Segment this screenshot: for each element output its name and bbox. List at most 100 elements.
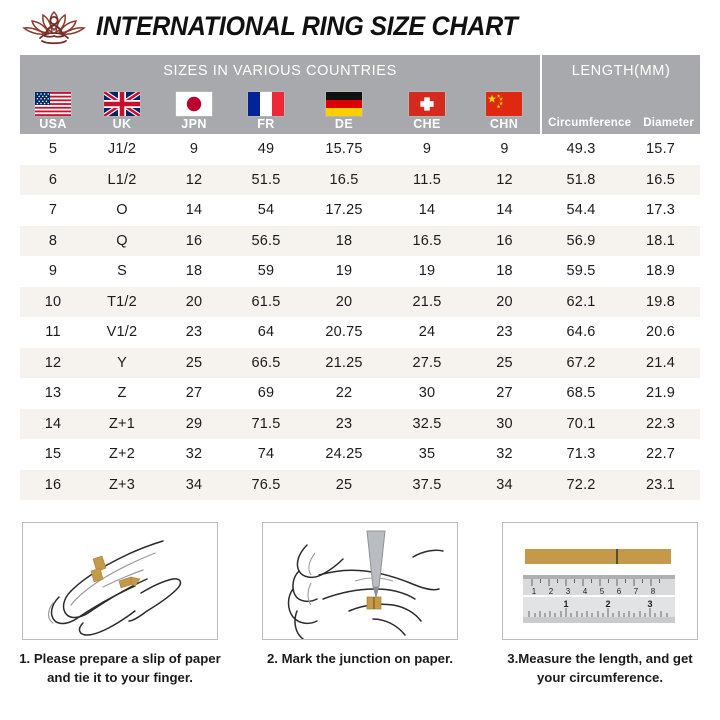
table-cell: 18.1 xyxy=(621,225,701,256)
table-cell: 18 xyxy=(302,225,386,256)
table-cell: 5 xyxy=(20,134,86,165)
table-cell: 25 xyxy=(302,469,386,500)
table-cell: 23 xyxy=(302,408,386,439)
flag-france-icon xyxy=(248,91,284,116)
table-cell: 70.1 xyxy=(541,408,622,439)
table-cell: 56.5 xyxy=(230,225,302,256)
table-cell: 32 xyxy=(158,439,230,470)
table-cell: 74 xyxy=(230,439,302,470)
instruction-steps: 1. Please prepare a slip of paper and ti… xyxy=(0,522,720,720)
table-cell: 9 xyxy=(386,134,468,165)
table-row: 9 S 18 59 19 19 18 59.5 18.9 xyxy=(20,256,701,287)
svg-text:6: 6 xyxy=(617,587,622,596)
table-cell: 72.2 xyxy=(541,469,622,500)
table-cell: 37.5 xyxy=(386,469,468,500)
table-cell: J1/2 xyxy=(86,134,158,165)
flag-usa-icon xyxy=(35,91,71,116)
lotus-meditation-logo-icon xyxy=(22,10,86,45)
table-cell: 51.8 xyxy=(541,164,622,195)
table-cell: 20 xyxy=(468,286,542,317)
page-header: INTERNATIONAL RING SIZE CHART xyxy=(0,0,720,52)
step-1-illustration-box xyxy=(22,522,218,640)
table-cell: Y xyxy=(86,347,158,378)
column-header-length-sub: Circumference Diameter xyxy=(541,86,701,134)
table-cell: L1/2 xyxy=(86,164,158,195)
table-cell: 16.5 xyxy=(302,164,386,195)
table-cell: 67.2 xyxy=(541,347,622,378)
table-cell: 64 xyxy=(230,317,302,348)
column-header-label: DE xyxy=(334,116,354,131)
table-cell: Z+2 xyxy=(86,439,158,470)
table-cell: 49.3 xyxy=(541,134,622,165)
table-cell: 12 xyxy=(20,347,86,378)
table-cell: 49 xyxy=(230,134,302,165)
table-cell: 16.5 xyxy=(386,225,468,256)
step-2-caption: 2. Mark the junction on paper. xyxy=(266,651,454,666)
table-cell: 19 xyxy=(386,256,468,287)
table-cell: 11 xyxy=(20,317,86,348)
table-cell: 66.5 xyxy=(230,347,302,378)
table-cell: 19.8 xyxy=(621,286,701,317)
flag-uk-icon xyxy=(104,91,140,116)
step-3-caption: 3.Measure the length, and get your circu… xyxy=(507,651,693,686)
table-cell: 13 xyxy=(20,378,86,409)
svg-text:2: 2 xyxy=(549,587,554,596)
flag-china-icon xyxy=(486,91,523,116)
table-cell: 12 xyxy=(468,164,542,195)
table-group-header-row: SIZES IN VARIOUS COUNTRIES LENGTH(MM) xyxy=(20,55,701,86)
table-cell: 64.6 xyxy=(541,317,622,348)
step-1-caption: 1. Please prepare a slip of paper and ti… xyxy=(19,651,221,686)
table-cell: 14 xyxy=(386,195,468,226)
table-row: 8 Q 16 56.5 18 16.5 16 56.9 18.1 xyxy=(20,225,701,256)
table-cell: 10 xyxy=(20,286,86,317)
column-header-label: CHN xyxy=(489,116,519,131)
table-cell: Z+3 xyxy=(86,469,158,500)
table-cell: 18 xyxy=(468,256,542,287)
table-cell: S xyxy=(86,256,158,287)
table-cell: 27 xyxy=(158,378,230,409)
table-cell: 21.25 xyxy=(302,347,386,378)
table-cell: 9 xyxy=(20,256,86,287)
table-cell: 14 xyxy=(158,195,230,226)
table-cell: 34 xyxy=(468,469,542,500)
table-cell: 30 xyxy=(386,378,468,409)
table-row: 7 O 14 54 17.25 14 14 54.4 17.3 xyxy=(20,195,701,226)
table-cell: 56.9 xyxy=(541,225,622,256)
column-header-circumference: Circumference xyxy=(548,117,632,129)
table-cell: 16 xyxy=(468,225,542,256)
step-2: 2. Mark the junction on paper. xyxy=(240,522,480,720)
table-cell: 14 xyxy=(20,408,86,439)
table-cell: 20.75 xyxy=(302,317,386,348)
table-cell: 29 xyxy=(158,408,230,439)
table-cell: 68.5 xyxy=(541,378,622,409)
step-1: 1. Please prepare a slip of paper and ti… xyxy=(0,522,240,720)
table-cell: 14 xyxy=(468,195,542,226)
svg-text:1: 1 xyxy=(532,587,537,596)
table-cell: 71.5 xyxy=(230,408,302,439)
svg-text:3: 3 xyxy=(566,587,571,596)
table-cell: 35 xyxy=(386,439,468,470)
table-cell: 32.5 xyxy=(386,408,468,439)
table-cell: 61.5 xyxy=(230,286,302,317)
svg-text:2: 2 xyxy=(605,599,610,609)
ring-size-table: SIZES IN VARIOUS COUNTRIES LENGTH(MM) xyxy=(20,55,701,500)
column-header-chn: CHN xyxy=(468,86,543,134)
table-cell: V1/2 xyxy=(86,317,158,348)
table-cell: 54.4 xyxy=(541,195,622,226)
table-row: 5 J1/2 9 49 15.75 9 9 49.3 15.7 xyxy=(20,134,701,165)
hand-with-paper-strip-illustration xyxy=(47,540,182,636)
step-2-illustration-box xyxy=(262,522,458,640)
table-cell: 15.75 xyxy=(302,134,386,165)
table-cell: O xyxy=(86,195,158,226)
table-cell: 23 xyxy=(468,317,542,348)
table-cell: 32 xyxy=(468,439,542,470)
svg-text:1: 1 xyxy=(563,599,568,609)
table-cell: 59.5 xyxy=(541,256,622,287)
column-header-label: CHE xyxy=(413,116,441,131)
column-header-de: DE xyxy=(302,86,386,134)
table-cell: 9 xyxy=(468,134,542,165)
table-cell: 21.4 xyxy=(621,347,701,378)
table-cell: 20.6 xyxy=(621,317,701,348)
